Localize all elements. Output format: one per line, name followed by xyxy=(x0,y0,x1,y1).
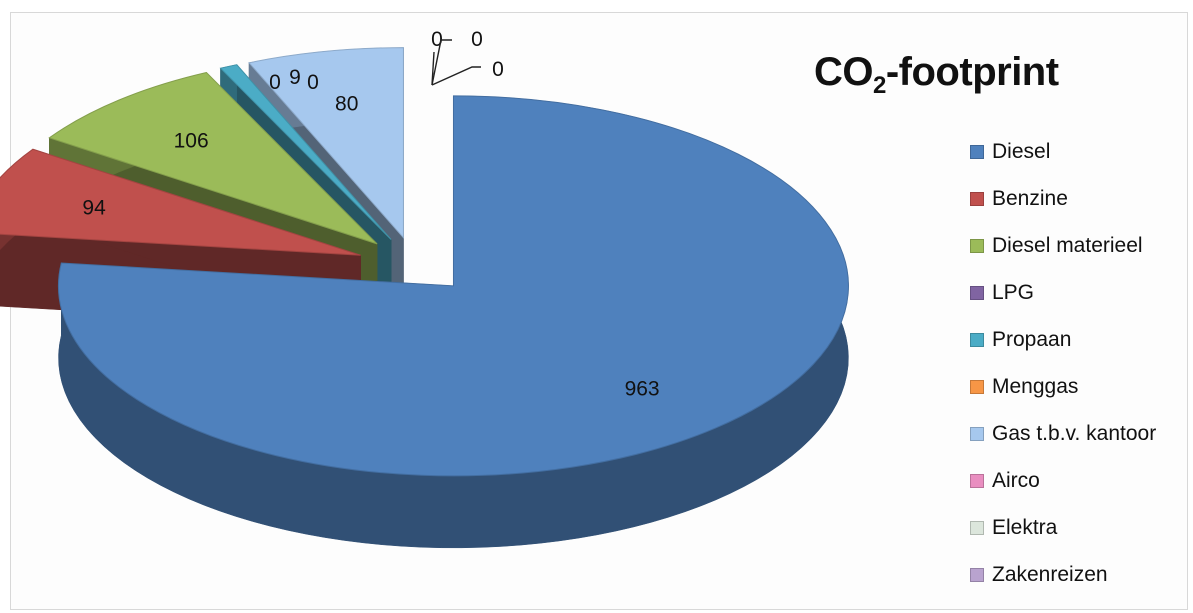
leader-line-1 xyxy=(431,66,481,86)
legend-swatch-diesel-materieel xyxy=(970,238,984,253)
legend-swatch-menggas xyxy=(970,379,984,394)
legend-item-gas-t-b-v-kantoor: Gas t.b.v. kantoor xyxy=(970,410,1156,457)
chart-legend: Diesel Benzine Diesel materieel LPG Propaan M… xyxy=(970,128,1156,598)
leader-line-0 xyxy=(431,39,452,86)
legend-item-benzine: Benzine xyxy=(970,175,1156,222)
legend-swatch-propaan xyxy=(970,332,984,347)
leader-line-2 xyxy=(431,51,435,86)
data-label-propaan: 9 xyxy=(289,66,301,89)
data-label-benzine: 94 xyxy=(82,197,106,220)
legend-item-lpg: LPG xyxy=(970,269,1156,316)
legend-label-gas-t-b-v-kantoor: Gas t.b.v. kantoor xyxy=(992,421,1157,445)
pie-slice-diesel-materieel xyxy=(48,71,378,245)
legend-swatch-gas-t-b-v-kantoor xyxy=(970,426,984,441)
legend-item-menggas: Menggas xyxy=(970,363,1156,410)
chart-title: CO2-footprint xyxy=(814,50,1059,100)
legend-label-benzine: Benzine xyxy=(992,186,1068,210)
legend-swatch-benzine xyxy=(970,191,984,206)
legend-swatch-airco xyxy=(970,473,984,488)
chart-title-rest: -footprint xyxy=(885,50,1059,94)
data-label-gas-t-b-v-kantoor: 80 xyxy=(335,93,358,116)
legend-swatch-lpg xyxy=(970,285,984,300)
pie-top-layer xyxy=(0,47,849,477)
pie-slice-diesel xyxy=(57,95,849,477)
legend-label-diesel-materieel: Diesel materieel xyxy=(992,233,1143,257)
pie-slice-propaan xyxy=(219,64,392,240)
data-label-lpg: 0 xyxy=(269,71,281,94)
legend-swatch-elektra xyxy=(970,520,984,535)
legend-item-zakenreizen: Zakenreizen xyxy=(970,551,1156,598)
legend-label-lpg: LPG xyxy=(992,280,1035,304)
legend-item-propaan: Propaan xyxy=(970,316,1156,363)
pie-slice-benzine xyxy=(0,148,361,256)
legend-item-diesel-materieel: Diesel materieel xyxy=(970,222,1156,269)
data-label-zakenreizen: 0 xyxy=(492,58,504,81)
legend-item-diesel: Diesel xyxy=(970,128,1156,175)
legend-swatch-zakenreizen xyxy=(970,567,984,582)
data-label-elektra: 0 xyxy=(471,28,483,51)
data-label-menggas: 0 xyxy=(307,71,319,94)
chart-title-main: CO xyxy=(814,50,874,94)
chart-title-subscript: 2 xyxy=(873,72,886,99)
data-label-diesel-materieel: 106 xyxy=(174,129,209,152)
legend-item-airco: Airco xyxy=(970,457,1156,504)
pie-slice-gas-t-b-v-kantoor xyxy=(248,47,404,239)
legend-label-elektra: Elektra xyxy=(992,515,1058,539)
legend-label-propaan: Propaan xyxy=(992,327,1072,351)
legend-label-zakenreizen: Zakenreizen xyxy=(992,562,1108,586)
data-label-diesel: 963 xyxy=(625,377,660,400)
legend-label-airco: Airco xyxy=(992,468,1040,492)
legend-item-elektra: Elektra xyxy=(970,504,1156,551)
data-label-airco: 0 xyxy=(431,28,443,51)
legend-label-menggas: Menggas xyxy=(992,374,1079,398)
legend-label-diesel: Diesel xyxy=(992,139,1051,163)
legend-swatch-diesel xyxy=(970,144,984,159)
